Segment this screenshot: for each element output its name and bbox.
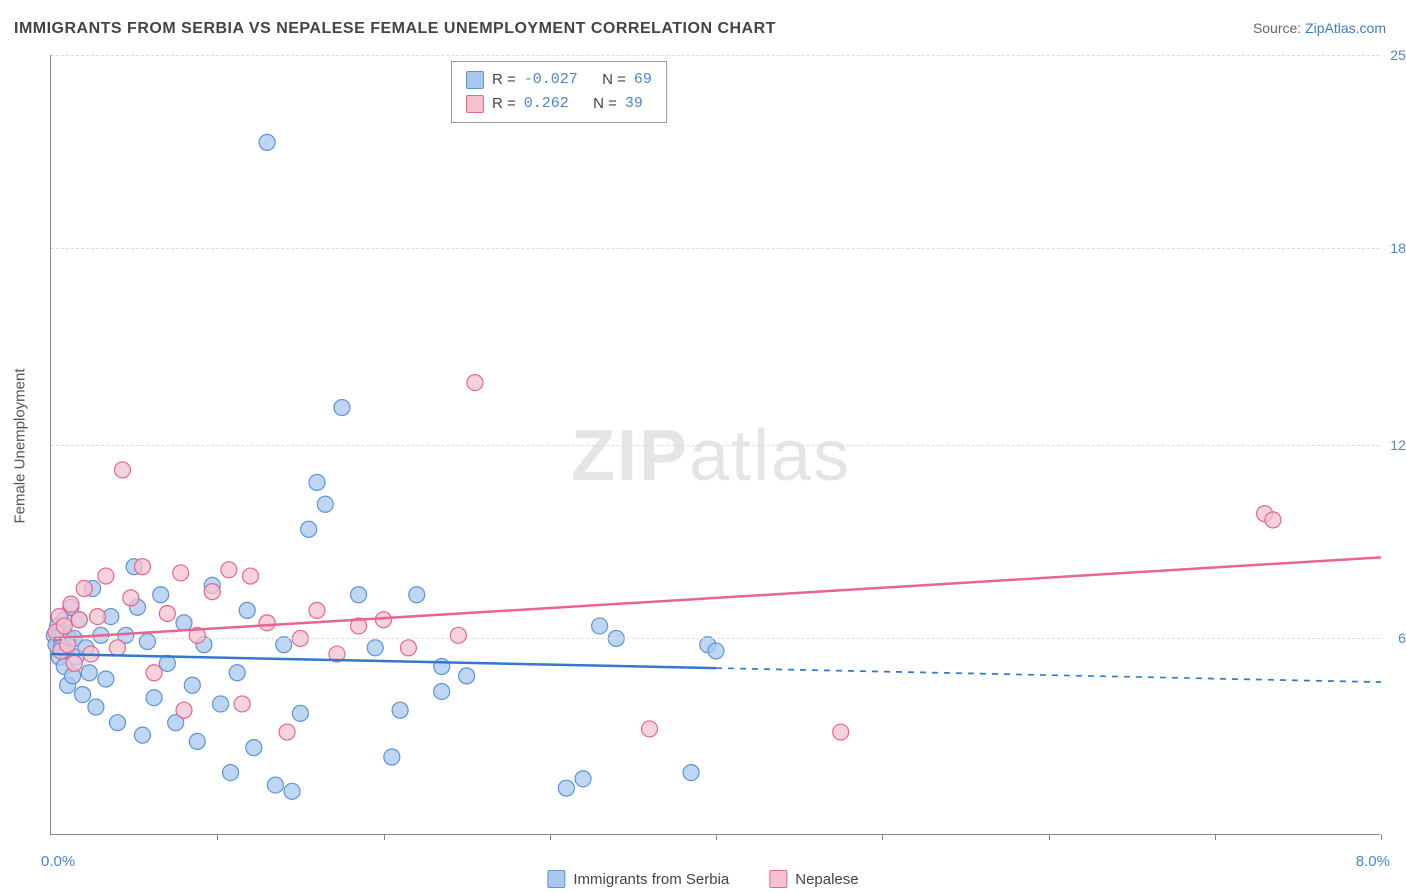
scatter-point bbox=[139, 634, 155, 650]
scatter-point bbox=[267, 777, 283, 793]
scatter-point bbox=[189, 733, 205, 749]
source-link[interactable]: ZipAtlas.com bbox=[1305, 20, 1386, 36]
scatter-point bbox=[223, 765, 239, 781]
scatter-point bbox=[110, 640, 126, 656]
scatter-point bbox=[708, 643, 724, 659]
scatter-point bbox=[146, 665, 162, 681]
scatter-point bbox=[213, 696, 229, 712]
scatter-point bbox=[76, 581, 92, 597]
scatter-point bbox=[246, 740, 262, 756]
scatter-point bbox=[351, 587, 367, 603]
scatter-point bbox=[134, 727, 150, 743]
scatter-point bbox=[367, 640, 383, 656]
scatter-point bbox=[450, 627, 466, 643]
y-tick-label: 25.0% bbox=[1384, 47, 1406, 63]
x-tick bbox=[550, 834, 551, 840]
x-tick bbox=[882, 834, 883, 840]
scatter-point bbox=[833, 724, 849, 740]
swatch-nepalese-bottom bbox=[769, 870, 787, 888]
scatter-point bbox=[400, 640, 416, 656]
gridline bbox=[51, 638, 1380, 639]
scatter-point bbox=[146, 690, 162, 706]
scatter-point bbox=[279, 724, 295, 740]
gridline bbox=[51, 55, 1380, 56]
scatter-point bbox=[134, 559, 150, 575]
scatter-point bbox=[56, 618, 72, 634]
scatter-point bbox=[114, 462, 130, 478]
x-min-label: 0.0% bbox=[41, 853, 75, 870]
x-max-label: 8.0% bbox=[1356, 853, 1390, 870]
scatter-point bbox=[159, 605, 175, 621]
scatter-point bbox=[63, 596, 79, 612]
scatter-point bbox=[317, 496, 333, 512]
scatter-point bbox=[66, 655, 82, 671]
scatter-point bbox=[259, 134, 275, 150]
swatch-serbia-bottom bbox=[547, 870, 565, 888]
legend-item-serbia: Immigrants from Serbia bbox=[547, 870, 729, 888]
scatter-point bbox=[459, 668, 475, 684]
trend-line-dashed bbox=[716, 668, 1381, 682]
scatter-point bbox=[575, 771, 591, 787]
scatter-point bbox=[204, 584, 220, 600]
x-tick bbox=[217, 834, 218, 840]
scatter-point bbox=[301, 521, 317, 537]
scatter-point bbox=[592, 618, 608, 634]
scatter-point bbox=[184, 677, 200, 693]
legend-item-nepalese: Nepalese bbox=[769, 870, 858, 888]
scatter-point bbox=[284, 783, 300, 799]
scatter-point bbox=[384, 749, 400, 765]
y-tick-label: 6.3% bbox=[1384, 630, 1406, 646]
gridline bbox=[51, 445, 1380, 446]
scatter-point bbox=[75, 687, 91, 703]
scatter-point bbox=[221, 562, 237, 578]
scatter-point bbox=[259, 615, 275, 631]
scatter-point bbox=[409, 587, 425, 603]
scatter-point bbox=[1265, 512, 1281, 528]
y-tick-label: 12.5% bbox=[1384, 437, 1406, 453]
scatter-point bbox=[467, 375, 483, 391]
y-tick-label: 18.8% bbox=[1384, 240, 1406, 256]
scatter-point bbox=[81, 665, 97, 681]
scatter-point bbox=[558, 780, 574, 796]
gridline bbox=[51, 248, 1380, 249]
scatter-point bbox=[176, 615, 192, 631]
scatter-point bbox=[683, 765, 699, 781]
scatter-point bbox=[110, 715, 126, 731]
scatter-point bbox=[239, 602, 255, 618]
scatter-point bbox=[173, 565, 189, 581]
scatter-point bbox=[309, 602, 325, 618]
source-attribution: Source: ZipAtlas.com bbox=[1253, 20, 1386, 36]
x-tick bbox=[384, 834, 385, 840]
scatter-point bbox=[88, 699, 104, 715]
scatter-point bbox=[71, 612, 87, 628]
series-label-serbia: Immigrants from Serbia bbox=[573, 871, 729, 888]
chart-title: IMMIGRANTS FROM SERBIA VS NEPALESE FEMAL… bbox=[14, 20, 776, 38]
scatter-point bbox=[90, 609, 106, 625]
scatter-point bbox=[334, 400, 350, 416]
scatter-point bbox=[642, 721, 658, 737]
scatter-point bbox=[243, 568, 259, 584]
scatter-point bbox=[153, 587, 169, 603]
legend-series: Immigrants from Serbia Nepalese bbox=[547, 870, 858, 888]
y-axis-title: Female Unemployment bbox=[12, 368, 29, 523]
scatter-point bbox=[98, 568, 114, 584]
scatter-point bbox=[392, 702, 408, 718]
scatter-point bbox=[434, 683, 450, 699]
source-prefix: Source: bbox=[1253, 20, 1305, 36]
x-tick bbox=[1381, 834, 1382, 840]
scatter-point bbox=[234, 696, 250, 712]
series-label-nepalese: Nepalese bbox=[795, 871, 858, 888]
scatter-point bbox=[229, 665, 245, 681]
scatter-point bbox=[292, 705, 308, 721]
scatter-point bbox=[98, 671, 114, 687]
scatter-point bbox=[176, 702, 192, 718]
scatter-point bbox=[309, 474, 325, 490]
scatter-point bbox=[123, 590, 139, 606]
x-tick bbox=[1215, 834, 1216, 840]
x-tick bbox=[1049, 834, 1050, 840]
plot-area: ZIPatlas R = -0.027 N = 69 R = 0.262 N =… bbox=[50, 55, 1380, 835]
x-tick bbox=[716, 834, 717, 840]
